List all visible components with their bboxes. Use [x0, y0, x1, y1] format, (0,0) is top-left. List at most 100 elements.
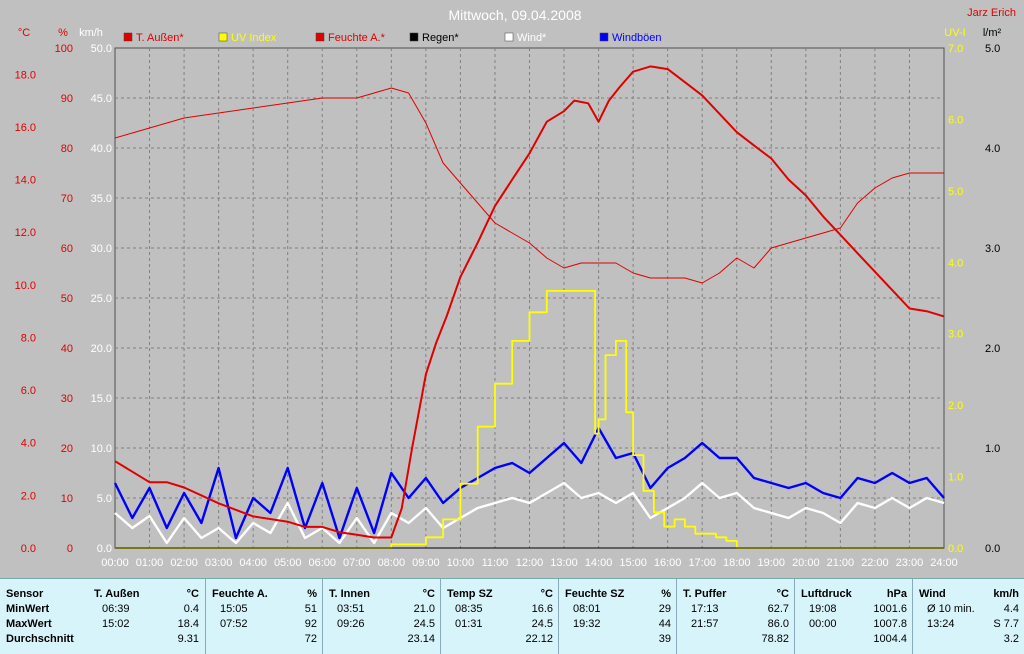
legend-swatch: [315, 32, 325, 42]
x-tick-label: 01:00: [136, 557, 164, 569]
stats-column: T. Innen °C 03:51 21.0 09:26 24.5 23.14: [322, 579, 441, 654]
stat-max-value: 24.5: [413, 618, 435, 630]
stat-sensor-value: °C: [186, 588, 199, 600]
stat-max-value: 24.5: [531, 618, 553, 630]
series-feuchte-a: [114, 87, 944, 284]
wind-tick-label: 0.0: [97, 543, 112, 555]
temp-tick-label: 4.0: [21, 438, 36, 450]
stat-max-label: 13:24: [927, 618, 955, 630]
x-tick-label: 20:00: [792, 557, 820, 569]
stat-sensor-label: T. Außen: [94, 588, 140, 600]
wind-axis-title: km/h: [79, 27, 103, 39]
x-tick-label: 09:00: [412, 557, 440, 569]
x-tick-label: 22:00: [861, 557, 889, 569]
rain-tick-label: 4.0: [985, 143, 1000, 155]
row-label-min: MinWert: [6, 603, 50, 615]
stat-min-label: 06:39: [102, 603, 130, 615]
wind-tick-label: 10.0: [91, 443, 112, 455]
grid-lines: [115, 48, 944, 548]
wind-tick-label: 50.0: [91, 43, 112, 55]
stat-avg-value: 23.14: [407, 633, 435, 645]
legend-swatch: [504, 32, 514, 42]
x-tick-label: 16:00: [654, 557, 682, 569]
percent-tick-label: 50: [61, 293, 73, 305]
stat-sensor-label: Wind: [919, 588, 946, 600]
stat-max-value: 1007.8: [873, 618, 907, 630]
stat-sensor-value: °C: [776, 588, 789, 600]
stat-sensor-value: °C: [540, 588, 553, 600]
stat-sensor-label: T. Innen: [329, 588, 370, 600]
legend-label: T. Außen*: [136, 32, 184, 44]
rain-tick-label: 1.0: [985, 443, 1000, 455]
stat-sensor-value: hPa: [886, 588, 907, 600]
x-tick-label: 10:00: [447, 557, 475, 569]
stat-avg-value: 22.12: [525, 633, 553, 645]
uv-tick-label: 7.0: [948, 43, 963, 55]
wind-tick-label: 40.0: [91, 143, 112, 155]
stat-max-label: 21:57: [691, 618, 719, 630]
stat-avg-value: 1004.4: [873, 633, 907, 645]
stat-sensor-label: T. Puffer: [683, 588, 727, 600]
stat-min-value: 21.0: [413, 603, 435, 615]
stat-max-value: S 7.7: [993, 618, 1019, 630]
uv-tick-label: 4.0: [948, 257, 963, 269]
x-tick-label: 21:00: [827, 557, 855, 569]
stat-max-label: 01:31: [455, 618, 483, 630]
temp-axis-title: °C: [18, 27, 30, 39]
stat-max-label: 15:02: [102, 618, 130, 630]
stat-sensor-label: Feuchte SZ: [565, 588, 625, 600]
stat-min-value: 4.4: [1003, 603, 1019, 615]
wind-tick-label: 30.0: [91, 243, 112, 255]
stat-min-label: 03:51: [337, 603, 365, 615]
stat-min-label: 15:05: [220, 603, 248, 615]
rain-tick-label: 5.0: [985, 43, 1000, 55]
percent-tick-label: 20: [61, 443, 73, 455]
wind-tick-label: 20.0: [91, 343, 112, 355]
temp-tick-label: 6.0: [21, 385, 36, 397]
uv-tick-label: 3.0: [948, 329, 963, 341]
stat-avg-value: 9.31: [177, 633, 199, 645]
stat-sensor-value: %: [661, 588, 671, 600]
stat-max-value: 44: [658, 618, 671, 630]
stat-max-label: 09:26: [337, 618, 365, 630]
row-label-sensor: Sensor: [6, 588, 44, 600]
axis-titles: °C% km/h UV-I l/m²: [18, 27, 1002, 39]
series-t-au-en: [114, 65, 945, 539]
stat-max-label: 00:00: [809, 618, 837, 630]
stat-min-value: 62.7: [767, 603, 789, 615]
x-tick-labels: 00:00 01:00 02:00 03:00 04:00 05:00 06:00 07:00…: [101, 557, 958, 569]
stats-column: T. Außen °C 06:39 0.4 15:02 18.4 9.31: [88, 579, 205, 654]
stats-column: Feuchte SZ% 08:01 29 19:32 44 39: [558, 579, 677, 654]
x-tick-label: 23:00: [896, 557, 924, 569]
percent-tick-label: 100: [55, 43, 73, 55]
stat-max-label: 07:52: [220, 618, 248, 630]
stats-column: Luftdruck hPa 19:08 1001.6 00:00 1007.8 1004.4: [794, 579, 913, 654]
chart-legend: T. Außen* UV Index Feuchte A.* Regen* Wind* W…: [123, 32, 662, 44]
x-tick-label: 03:00: [205, 557, 233, 569]
row-label-avg: Durchschnitt: [6, 633, 74, 645]
x-tick-label: 11:00: [482, 557, 509, 569]
stat-max-value: 86.0: [767, 618, 789, 630]
x-tick-label: 05:00: [274, 557, 302, 569]
stat-min-value: 1001.6: [873, 603, 907, 615]
x-tick-label: 14:00: [585, 557, 613, 569]
stat-max-value: 18.4: [177, 618, 199, 630]
legend-swatch: [123, 32, 133, 42]
stat-sensor-value: %: [307, 588, 317, 600]
stat-max-label: 19:32: [573, 618, 601, 630]
temp-tick-label: 16.0: [15, 122, 36, 134]
x-tick-label: 02:00: [170, 557, 198, 569]
series-lines: [113, 65, 945, 549]
rain-tick-label: 2.0: [985, 343, 1000, 355]
stat-min-label: 19:08: [809, 603, 837, 615]
uv-axis-title: UV-I: [944, 27, 965, 39]
chart-author: Jarz Erich: [967, 7, 1016, 19]
stat-min-label: 08:35: [455, 603, 483, 615]
legend-swatch: [218, 32, 228, 42]
wind-tick-label: 25.0: [91, 293, 112, 305]
x-tick-label: 24:00: [930, 557, 958, 569]
stats-row-labels: Sensor MinWert MaxWert Durchschnitt: [0, 579, 88, 654]
percent-tick-label: 10: [61, 493, 73, 505]
stats-column: Temp SZ °C 08:35 16.6 01:31 24.5 22.12: [440, 579, 559, 654]
uv-tick-label: 0.0: [948, 543, 963, 555]
